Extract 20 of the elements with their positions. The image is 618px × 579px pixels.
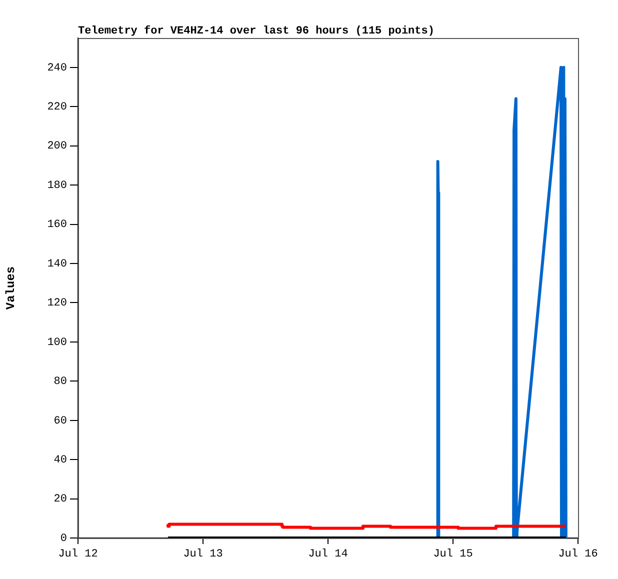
y-axis-title: Values (4, 266, 18, 310)
y-tick-label: 200 (47, 140, 67, 153)
y-tick-label: 100 (47, 336, 67, 349)
y-tick-label: 20 (54, 494, 67, 506)
chart-title: Telemetry for VE4HZ-14 over last 96 hours (115 points) (78, 24, 434, 38)
x-tick-label: Jul 14 (308, 548, 348, 561)
y-tick-label: 0 (60, 532, 67, 545)
x-tick-label: Jul 12 (58, 548, 98, 561)
y-tick-label: 80 (54, 376, 67, 388)
y-tick-label: 220 (47, 102, 67, 114)
y-tick-label: 60 (54, 415, 67, 428)
y-tick-label: 180 (47, 180, 67, 192)
x-tick-label: Jul 16 (558, 548, 598, 561)
y-tick-label: 120 (47, 298, 67, 310)
x-tick-label: Jul 13 (183, 548, 223, 561)
y-tick-label: 40 (54, 454, 67, 466)
y-tick-label: 140 (47, 258, 67, 270)
y-tick-label: 240 (47, 62, 67, 74)
x-tick-label: Jul 15 (433, 548, 473, 561)
y-tick-label: 160 (47, 219, 67, 232)
